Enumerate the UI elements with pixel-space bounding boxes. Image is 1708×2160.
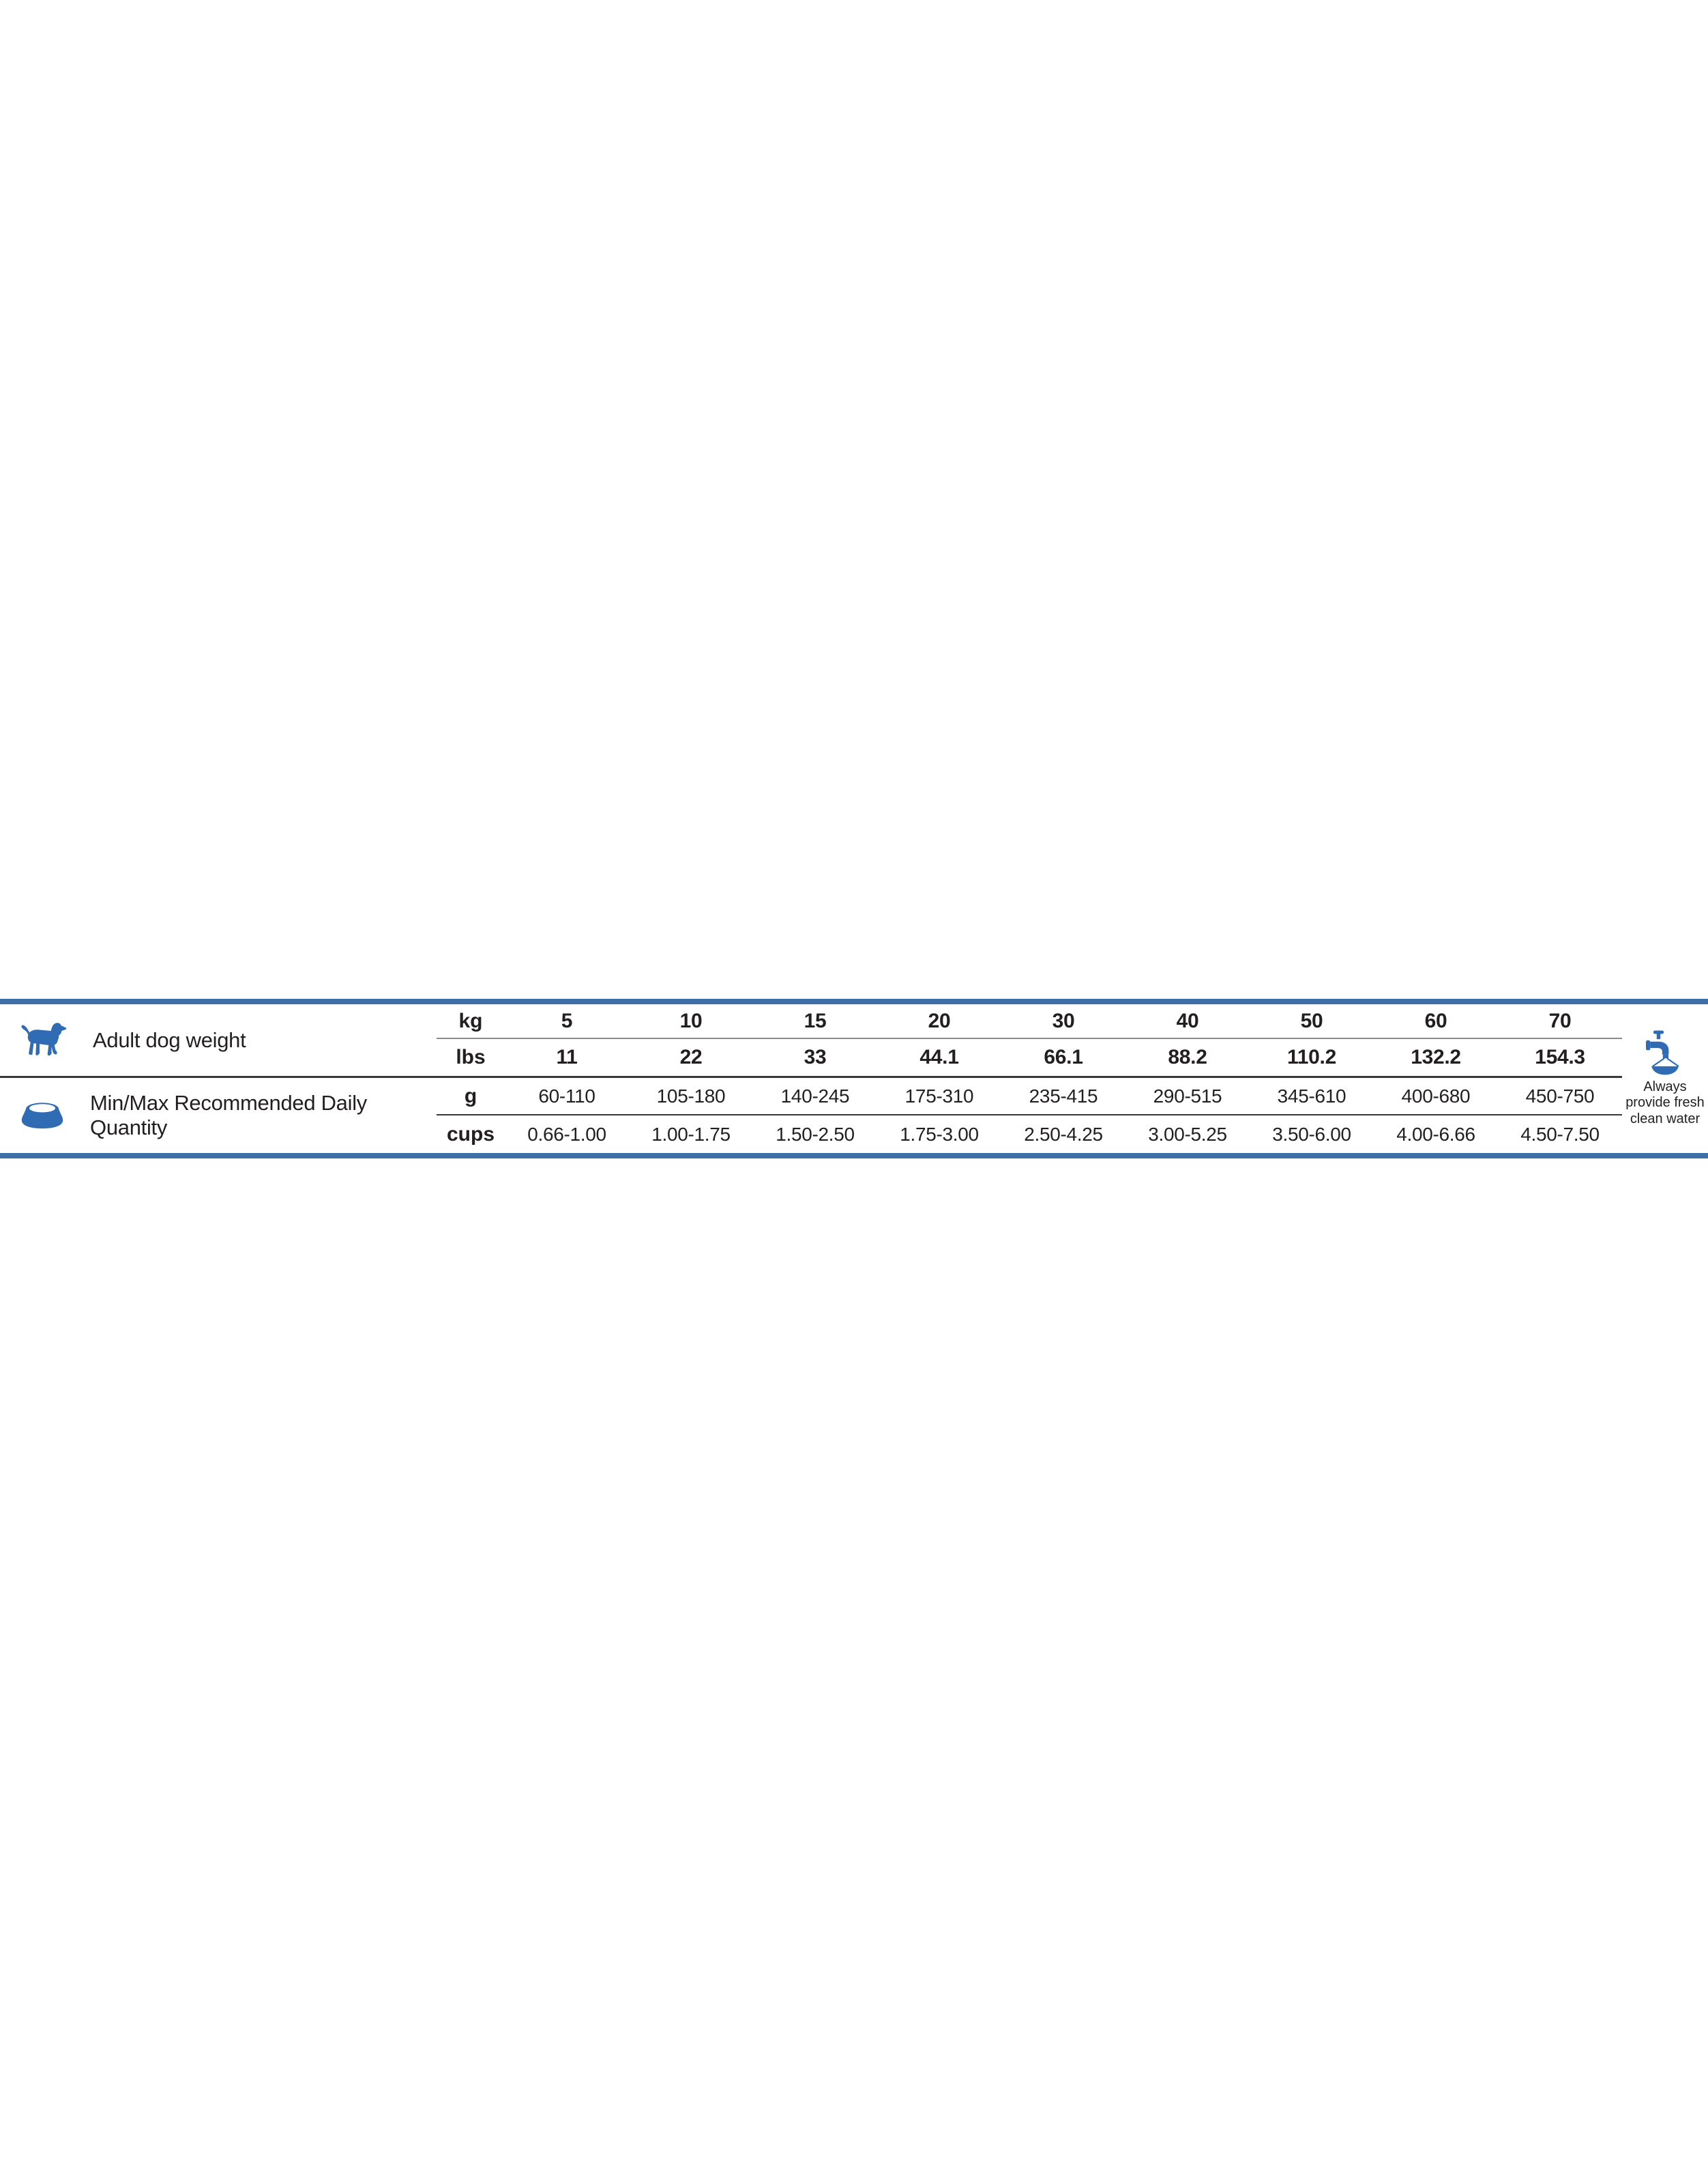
unit-cell-g: g	[437, 1078, 505, 1115]
value-cell: 40	[1125, 1004, 1250, 1039]
value-cell: 60-110	[505, 1078, 629, 1115]
value-cell: 4.00-6.66	[1396, 1123, 1475, 1145]
bowl-icon	[21, 1103, 63, 1129]
feeding-guide-table: Adult dog weight kg 5 10 15 20 30 40 50 …	[0, 999, 1708, 1158]
value-cell: 10	[629, 1004, 753, 1039]
value-cell: 33	[753, 1039, 877, 1078]
value-cell: 3.00-5.25	[1148, 1123, 1227, 1145]
feeding-guide-grid: Adult dog weight kg 5 10 15 20 30 40 50 …	[0, 1004, 1708, 1153]
value-cell: 1.75-3.00	[900, 1123, 979, 1145]
bottom-rule	[0, 1153, 1708, 1158]
value-cell: 70	[1498, 1004, 1622, 1039]
value-cell: 11	[505, 1039, 629, 1078]
value-cell: 0.66-1.00	[527, 1123, 606, 1145]
value-cell: 15	[753, 1004, 877, 1039]
value-cell: 66.1	[1001, 1039, 1125, 1078]
value-cell: 140-245	[753, 1078, 877, 1115]
water-note-text: Always provide fresh clean water	[1625, 1079, 1705, 1126]
value-cell: 175-310	[877, 1078, 1001, 1115]
value-cell: 290-515	[1125, 1078, 1250, 1115]
dog-icon	[21, 1022, 67, 1055]
value-cell: 1.50-2.50	[776, 1123, 855, 1145]
row-group-label: Adult dog weight	[93, 1027, 246, 1052]
value-cell: 44.1	[877, 1039, 1001, 1078]
value-cell: 20	[877, 1004, 1001, 1039]
value-cell: 105-180	[629, 1078, 753, 1115]
row-group-adult-dog-weight: Adult dog weight	[0, 1004, 437, 1078]
unit-cell-lbs: lbs	[437, 1039, 505, 1078]
value-cell: 345-610	[1250, 1078, 1374, 1115]
water-note: Always provide fresh clean water	[1622, 1004, 1708, 1153]
value-cell: 132.2	[1374, 1039, 1498, 1078]
value-cell: 60	[1374, 1004, 1498, 1039]
value-cell: 3.50-6.00	[1272, 1123, 1351, 1145]
row-group-daily-quantity: Min/Max Recommended Daily Quantity	[0, 1078, 437, 1153]
value-cell: 1.00-1.75	[651, 1123, 731, 1145]
unit-cell-cups: cups	[446, 1122, 495, 1145]
faucet-icon	[1646, 1030, 1679, 1075]
top-rule	[0, 999, 1708, 1004]
value-cell: 30	[1001, 1004, 1125, 1039]
unit-cell-kg: kg	[437, 1004, 505, 1039]
value-cell: 22	[629, 1039, 753, 1078]
value-cell: 5	[505, 1004, 629, 1039]
value-cell: 154.3	[1498, 1039, 1622, 1078]
value-cell: 50	[1250, 1004, 1374, 1039]
value-cell: 88.2	[1125, 1039, 1250, 1078]
value-cell: 235-415	[1001, 1078, 1125, 1115]
value-cell: 400-680	[1374, 1078, 1498, 1115]
value-cell: 110.2	[1250, 1039, 1374, 1078]
value-cell: 2.50-4.25	[1024, 1123, 1103, 1145]
value-cell: 450-750	[1498, 1078, 1622, 1115]
row-group-label: Min/Max Recommended Daily Quantity	[90, 1091, 367, 1139]
value-cell: 4.50-7.50	[1520, 1123, 1600, 1145]
